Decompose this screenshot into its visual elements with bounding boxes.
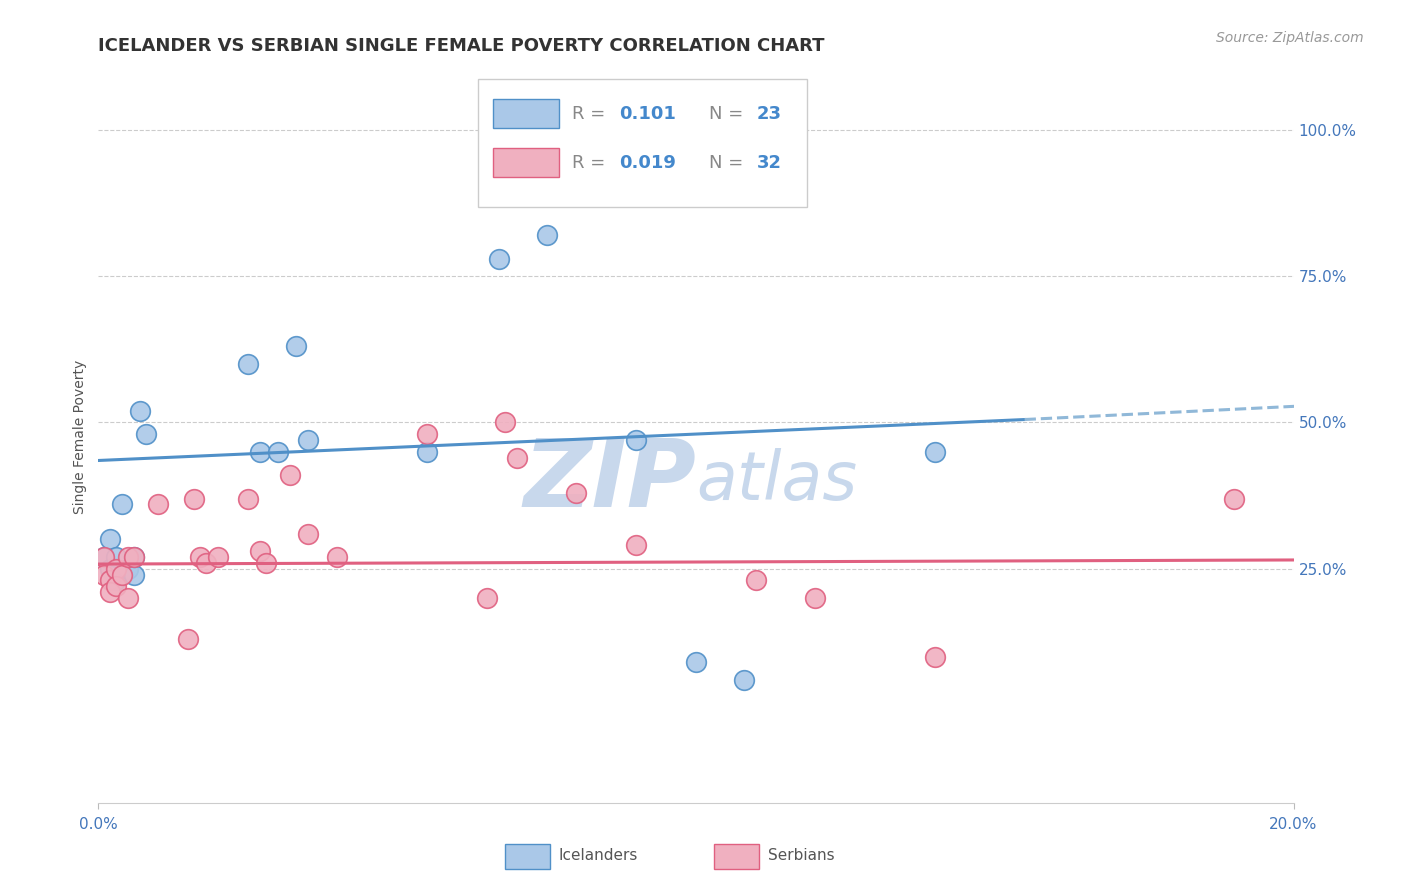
FancyBboxPatch shape <box>478 78 807 207</box>
Point <box>626 433 648 447</box>
FancyBboxPatch shape <box>714 845 759 869</box>
Point <box>93 549 115 564</box>
Point <box>98 533 122 547</box>
Text: R =: R = <box>572 104 610 123</box>
Text: Source: ZipAtlas.com: Source: ZipAtlas.com <box>1216 31 1364 45</box>
Point <box>183 491 205 506</box>
Point <box>117 591 139 605</box>
Text: ZIP: ZIP <box>523 435 696 527</box>
Point <box>111 497 134 511</box>
Point <box>207 549 229 564</box>
Point <box>93 549 115 564</box>
Point <box>565 485 588 500</box>
Point <box>494 416 516 430</box>
Text: atlas: atlas <box>696 448 858 514</box>
Point <box>475 591 498 605</box>
Y-axis label: Single Female Poverty: Single Female Poverty <box>73 360 87 514</box>
Text: N =: N = <box>709 153 749 172</box>
Point <box>236 357 259 371</box>
Point <box>236 491 259 506</box>
Point <box>117 562 139 576</box>
Point <box>685 656 707 670</box>
Point <box>626 538 648 552</box>
Point <box>195 556 218 570</box>
Point <box>536 228 558 243</box>
FancyBboxPatch shape <box>505 845 550 869</box>
Text: 32: 32 <box>756 153 782 172</box>
Point <box>733 673 755 687</box>
Point <box>98 562 122 576</box>
Point <box>267 444 290 458</box>
FancyBboxPatch shape <box>494 148 558 178</box>
Point <box>105 574 128 588</box>
Text: 23: 23 <box>756 104 782 123</box>
Point <box>135 427 157 442</box>
Point <box>249 544 271 558</box>
Text: ICELANDER VS SERBIAN SINGLE FEMALE POVERTY CORRELATION CHART: ICELANDER VS SERBIAN SINGLE FEMALE POVER… <box>98 37 825 54</box>
FancyBboxPatch shape <box>494 99 558 128</box>
Point <box>506 450 529 465</box>
Point <box>297 526 319 541</box>
Point <box>98 585 122 599</box>
Point <box>111 567 134 582</box>
Point <box>804 591 827 605</box>
Point <box>416 444 439 458</box>
Point <box>105 579 128 593</box>
Point <box>105 562 128 576</box>
Point <box>745 574 768 588</box>
Point <box>148 497 170 511</box>
Point <box>129 403 152 417</box>
Point <box>124 567 146 582</box>
Point <box>1223 491 1246 506</box>
Point <box>249 444 271 458</box>
Text: Serbians: Serbians <box>768 848 834 863</box>
Point <box>124 549 146 564</box>
Point <box>124 549 146 564</box>
Point <box>105 549 128 564</box>
Point <box>177 632 200 646</box>
Point <box>924 649 946 664</box>
Text: 0.019: 0.019 <box>620 153 676 172</box>
Text: Icelanders: Icelanders <box>558 848 638 863</box>
Point <box>98 574 122 588</box>
Point <box>188 549 211 564</box>
Point <box>278 468 301 483</box>
Point <box>93 567 115 582</box>
Text: R =: R = <box>572 153 610 172</box>
Point <box>117 549 139 564</box>
Point <box>416 427 439 442</box>
Point <box>326 549 349 564</box>
Point <box>297 433 319 447</box>
Text: N =: N = <box>709 104 749 123</box>
Point <box>254 556 277 570</box>
Text: 0.101: 0.101 <box>620 104 676 123</box>
Point <box>924 444 946 458</box>
Point <box>488 252 510 266</box>
Point <box>284 339 307 353</box>
